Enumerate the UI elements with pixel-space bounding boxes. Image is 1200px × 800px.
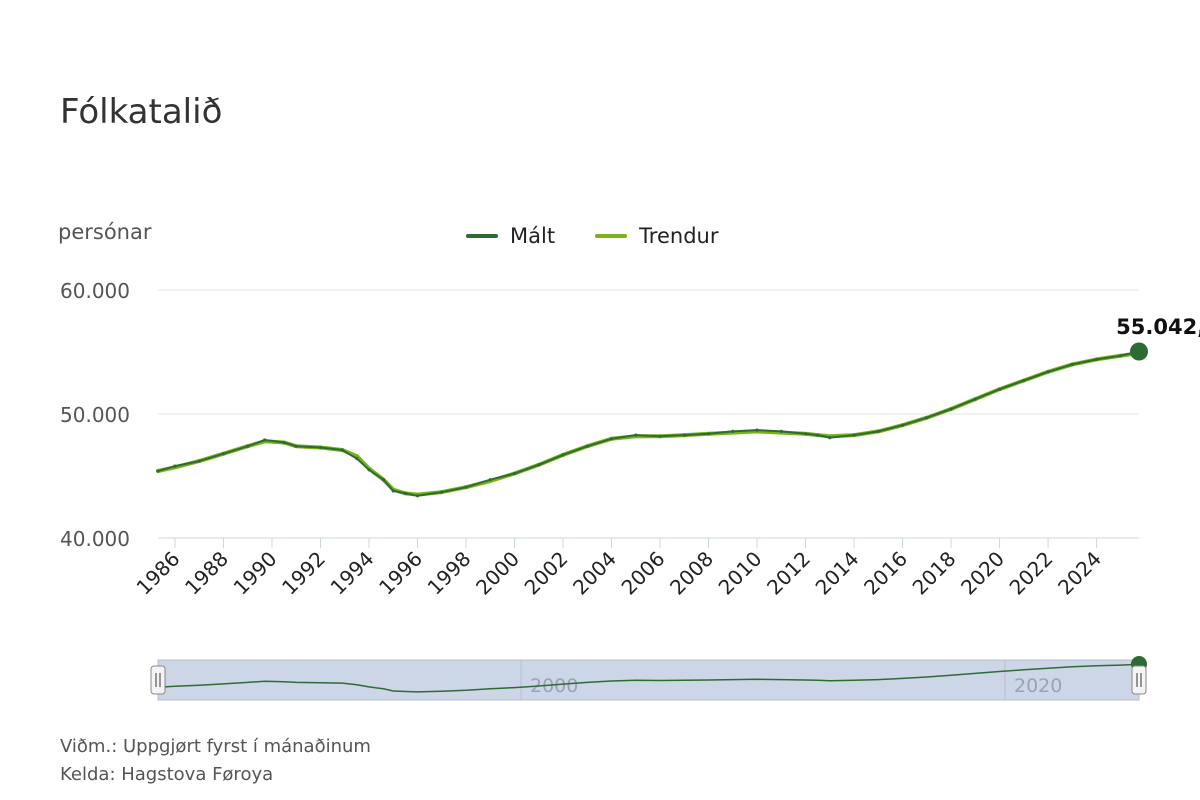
- data-point: [197, 459, 201, 463]
- data-point: [263, 438, 267, 442]
- x-tick-label: 1998: [423, 547, 476, 600]
- x-tick-label: 2024: [1053, 547, 1106, 600]
- data-point: [391, 489, 395, 493]
- data-point: [156, 469, 160, 473]
- source-note: Kelda: Hagstova Føroya: [60, 764, 274, 785]
- last-value-label: 55.042,0: [1116, 315, 1200, 339]
- navigator-label-2020: 2020: [1014, 675, 1062, 697]
- y-tick-label: 60.000: [60, 279, 130, 303]
- data-point: [634, 433, 638, 437]
- x-tick-label: 2018: [908, 547, 961, 600]
- data-point: [403, 491, 407, 495]
- data-point: [876, 429, 880, 433]
- x-tick-label: 2020: [956, 547, 1009, 600]
- x-tick-label: 2000: [471, 547, 524, 600]
- data-point: [355, 457, 359, 461]
- navigator-handle-right[interactable]: [1131, 665, 1147, 695]
- data-point: [367, 468, 371, 472]
- data-point: [949, 407, 953, 411]
- data-point: [1095, 357, 1099, 361]
- data-point: [973, 397, 977, 401]
- data-point: [803, 432, 808, 436]
- chart-title: Fólkatalið: [60, 92, 223, 132]
- data-point: [1046, 370, 1050, 374]
- y-tick-label: 50.000: [60, 403, 130, 427]
- gridlines: [158, 289, 1139, 539]
- data-point: [381, 478, 386, 482]
- series-line-trendur: [156, 351, 1141, 497]
- data-point: [415, 494, 420, 498]
- data-point: [779, 429, 783, 433]
- data-point: [900, 423, 905, 427]
- data-point: [706, 432, 711, 436]
- navigator-handle-left[interactable]: [150, 665, 166, 695]
- data-point: [173, 464, 177, 468]
- legend-item-trendur[interactable]: Trendur: [595, 224, 718, 248]
- data-point: [731, 429, 735, 433]
- data-point: [488, 478, 492, 482]
- x-tick-label: 1988: [180, 547, 233, 600]
- data-point: [852, 433, 856, 437]
- data-point: [998, 387, 1002, 391]
- data-point: [318, 445, 323, 450]
- data-point: [658, 434, 662, 438]
- data-point: [561, 453, 565, 457]
- data-point: [828, 436, 832, 440]
- data-point: [682, 433, 686, 437]
- data-point: [294, 444, 298, 448]
- navigator-label-2000: 2000: [530, 675, 578, 697]
- data-point: [585, 444, 589, 448]
- footnote: Viðm.: Uppgjørt fyrst í mánaðinum: [60, 736, 371, 757]
- navigator[interactable]: 2000 2020: [150, 656, 1147, 701]
- legend-label-malt: Mált: [510, 224, 556, 248]
- x-tick-label: 1994: [326, 547, 379, 600]
- x-axis-ticks: 1986198819901992199419961998200020022004…: [132, 538, 1106, 600]
- legend: Mált Trendur: [466, 224, 718, 248]
- y-axis-ticks: 40.000 50.000 60.000: [60, 279, 130, 551]
- x-tick-label: 2008: [665, 547, 718, 600]
- data-point: [221, 452, 226, 456]
- x-tick-label: 1996: [374, 547, 427, 600]
- x-tick-label: 2004: [568, 547, 621, 600]
- y-tick-label: 40.000: [60, 527, 130, 551]
- legend-swatch-malt: [466, 234, 498, 238]
- data-point: [609, 437, 614, 441]
- data-point: [282, 440, 286, 445]
- data-point: [1070, 362, 1074, 366]
- x-tick-label: 2014: [811, 547, 864, 600]
- x-tick-label: 2010: [714, 547, 767, 600]
- x-tick-label: 2022: [1005, 547, 1058, 600]
- x-tick-label: 2002: [520, 547, 573, 600]
- legend-label-trendur: Trendur: [639, 224, 719, 248]
- data-point: [246, 444, 250, 448]
- y-axis-unit-label: persónar: [58, 220, 152, 244]
- data-point: [537, 463, 541, 467]
- data-point: [755, 428, 759, 432]
- series-line-malt: [157, 350, 1140, 497]
- x-tick-label: 1986: [132, 547, 185, 600]
- data-point: [340, 448, 344, 452]
- navigator-series-line: [157, 663, 1140, 693]
- last-point-marker[interactable]: [1130, 342, 1148, 361]
- legend-swatch-trendur: [595, 234, 628, 238]
- x-tick-label: 2012: [762, 547, 815, 600]
- data-point: [512, 471, 517, 476]
- data-point: [464, 485, 468, 489]
- x-tick-label: 1990: [229, 547, 282, 600]
- data-point: [925, 416, 929, 420]
- data-point: [1119, 354, 1123, 358]
- legend-item-malt[interactable]: Mált: [466, 224, 555, 248]
- data-point: [816, 433, 820, 437]
- x-tick-label: 1992: [277, 547, 330, 600]
- data-point: [1022, 378, 1026, 383]
- plot-area: [156, 342, 1148, 498]
- data-point: [440, 490, 444, 494]
- x-tick-label: 2016: [859, 547, 912, 600]
- x-tick-label: 2006: [617, 547, 670, 600]
